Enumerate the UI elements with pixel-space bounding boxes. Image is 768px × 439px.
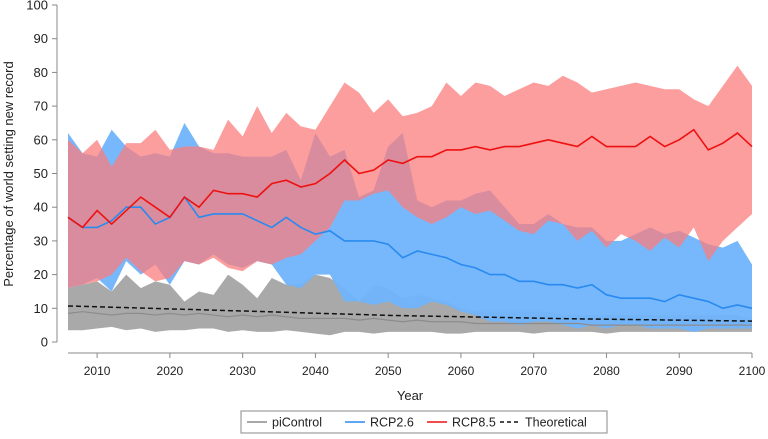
x-tick-label: 2020 [157, 364, 184, 378]
y-tick-label: 100 [26, 0, 48, 13]
legend-item: Theoretical [500, 416, 587, 430]
legend-label: RCP2.6 [370, 416, 414, 430]
legend-item: RCP8.5 [427, 416, 496, 430]
y-tick-label: 10 [34, 301, 48, 316]
y-tick-label: 0 [41, 335, 48, 350]
line-picontrol [67, 311, 752, 326]
lines [67, 128, 753, 326]
x-tick-label: 2070 [520, 364, 547, 378]
x-tick-label: 2030 [229, 364, 256, 378]
legend-label: piControl [272, 416, 322, 430]
y-tick-label: 40 [34, 200, 48, 215]
y-tick-label: 70 [34, 99, 48, 114]
y-tick-label: 60 [34, 132, 48, 147]
x-tick-label: 2010 [84, 364, 111, 378]
legend-item: RCP2.6 [345, 416, 414, 430]
line-rcp85 [67, 128, 753, 229]
x-tick-label: 2050 [375, 364, 402, 378]
y-tick-label: 90 [34, 31, 48, 46]
x-tick-label: 2100 [739, 364, 766, 378]
legend-item: piControl [247, 416, 322, 430]
legend: piControl RCP2.6 RCP8.5 Theoretical [240, 410, 608, 434]
y-tick-label: 30 [34, 233, 48, 248]
x-tick-label: 2090 [666, 364, 693, 378]
y-axis-label: Percentage of world setting new record [1, 61, 16, 286]
x-tick-label: 2080 [593, 364, 620, 378]
y-tick-label: 50 [34, 166, 48, 181]
band-rcp85 [68, 65, 752, 289]
legend-label: RCP8.5 [452, 416, 496, 430]
x-tick-label: 2060 [448, 364, 475, 378]
legend-label: Theoretical [525, 416, 587, 430]
x-tick-label: 2040 [302, 364, 329, 378]
bands [68, 65, 752, 336]
x-axis-label: Year [397, 388, 424, 403]
line-theoretical [67, 305, 753, 322]
y-tick-label: 80 [34, 65, 48, 80]
y-tick-label: 20 [34, 267, 48, 282]
